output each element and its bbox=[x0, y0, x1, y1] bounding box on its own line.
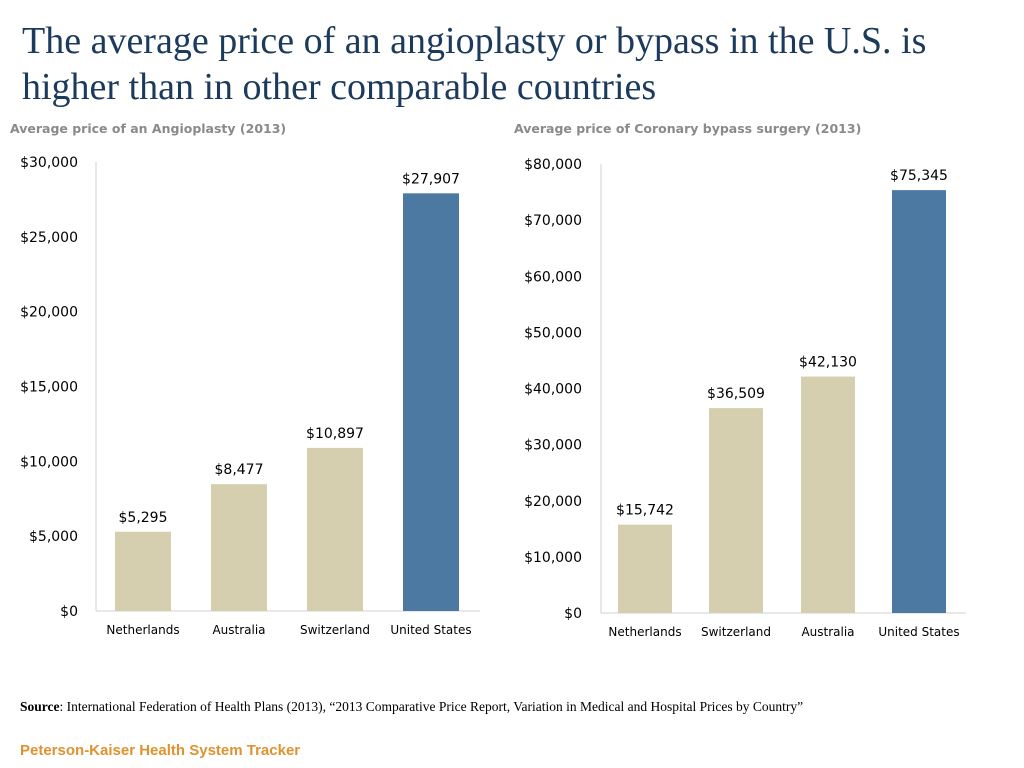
angioplasty-y-tick-label: $20,000 bbox=[20, 305, 78, 321]
angioplasty-y-tick-label: $5,000 bbox=[29, 529, 78, 545]
bypass-y-tick-label: $20,000 bbox=[524, 494, 582, 510]
angioplasty-y-tick-label: $10,000 bbox=[20, 454, 78, 470]
bypass-bar bbox=[892, 190, 946, 613]
bypass-y-tick-label: $60,000 bbox=[524, 269, 582, 285]
bypass-y-tick-label: $80,000 bbox=[524, 157, 582, 173]
bypass-bar bbox=[618, 524, 672, 613]
angioplasty-bar bbox=[115, 531, 171, 611]
bypass-y-tick-label: $0 bbox=[564, 606, 582, 622]
bypass-y-tick-label: $10,000 bbox=[524, 550, 582, 566]
page-title: The average price of an angioplasty or b… bbox=[22, 20, 927, 108]
bypass-y-tick-label: $50,000 bbox=[524, 325, 582, 341]
bypass-value-label: $75,345 bbox=[890, 168, 948, 184]
bypass-y-tick-label: $30,000 bbox=[524, 438, 582, 454]
angioplasty-value-label: $5,295 bbox=[119, 510, 168, 526]
bypass-value-label: $42,130 bbox=[799, 355, 857, 371]
bypass-y-tick-label: $40,000 bbox=[524, 382, 582, 398]
footer-brand: Peterson-Kaiser Health System Tracker bbox=[20, 742, 301, 759]
bypass-category-label: Switzerland bbox=[701, 625, 771, 639]
angioplasty-category-label: United States bbox=[390, 623, 471, 637]
source-label: Source bbox=[20, 699, 60, 714]
angioplasty-value-label: $10,897 bbox=[306, 426, 364, 442]
bypass-value-label: $15,742 bbox=[616, 503, 674, 519]
bypass-chart-title: Average price of Coronary bypass surgery… bbox=[514, 121, 862, 136]
angioplasty-chart-title: Average price of an Angioplasty (2013) bbox=[10, 121, 287, 136]
bypass-category-label: United States bbox=[878, 625, 959, 639]
angioplasty-bar bbox=[403, 193, 459, 611]
angioplasty-y-tick-label: $15,000 bbox=[20, 380, 78, 396]
bypass-category-label: Australia bbox=[801, 625, 854, 639]
bypass-value-label: $36,509 bbox=[707, 386, 765, 402]
bypass-bar bbox=[801, 376, 855, 613]
bypass-category-label: Netherlands bbox=[608, 625, 681, 639]
angioplasty-bar bbox=[307, 447, 363, 611]
bypass-bar bbox=[709, 408, 763, 613]
angioplasty-category-label: Netherlands bbox=[106, 623, 179, 637]
angioplasty-value-label: $8,477 bbox=[215, 462, 264, 478]
angioplasty-y-tick-label: $25,000 bbox=[20, 230, 78, 246]
angioplasty-category-label: Australia bbox=[212, 623, 265, 637]
angioplasty-category-label: Switzerland bbox=[300, 623, 370, 637]
angioplasty-value-label: $27,907 bbox=[402, 171, 460, 187]
source-text: : International Federation of Health Pla… bbox=[59, 699, 804, 714]
source-note: Source: International Federation of Heal… bbox=[20, 699, 803, 715]
angioplasty-y-tick-label: $0 bbox=[60, 604, 78, 620]
angioplasty-bar bbox=[211, 484, 267, 611]
angioplasty-y-tick-label: $30,000 bbox=[20, 155, 78, 171]
bypass-y-tick-label: $70,000 bbox=[524, 213, 582, 229]
